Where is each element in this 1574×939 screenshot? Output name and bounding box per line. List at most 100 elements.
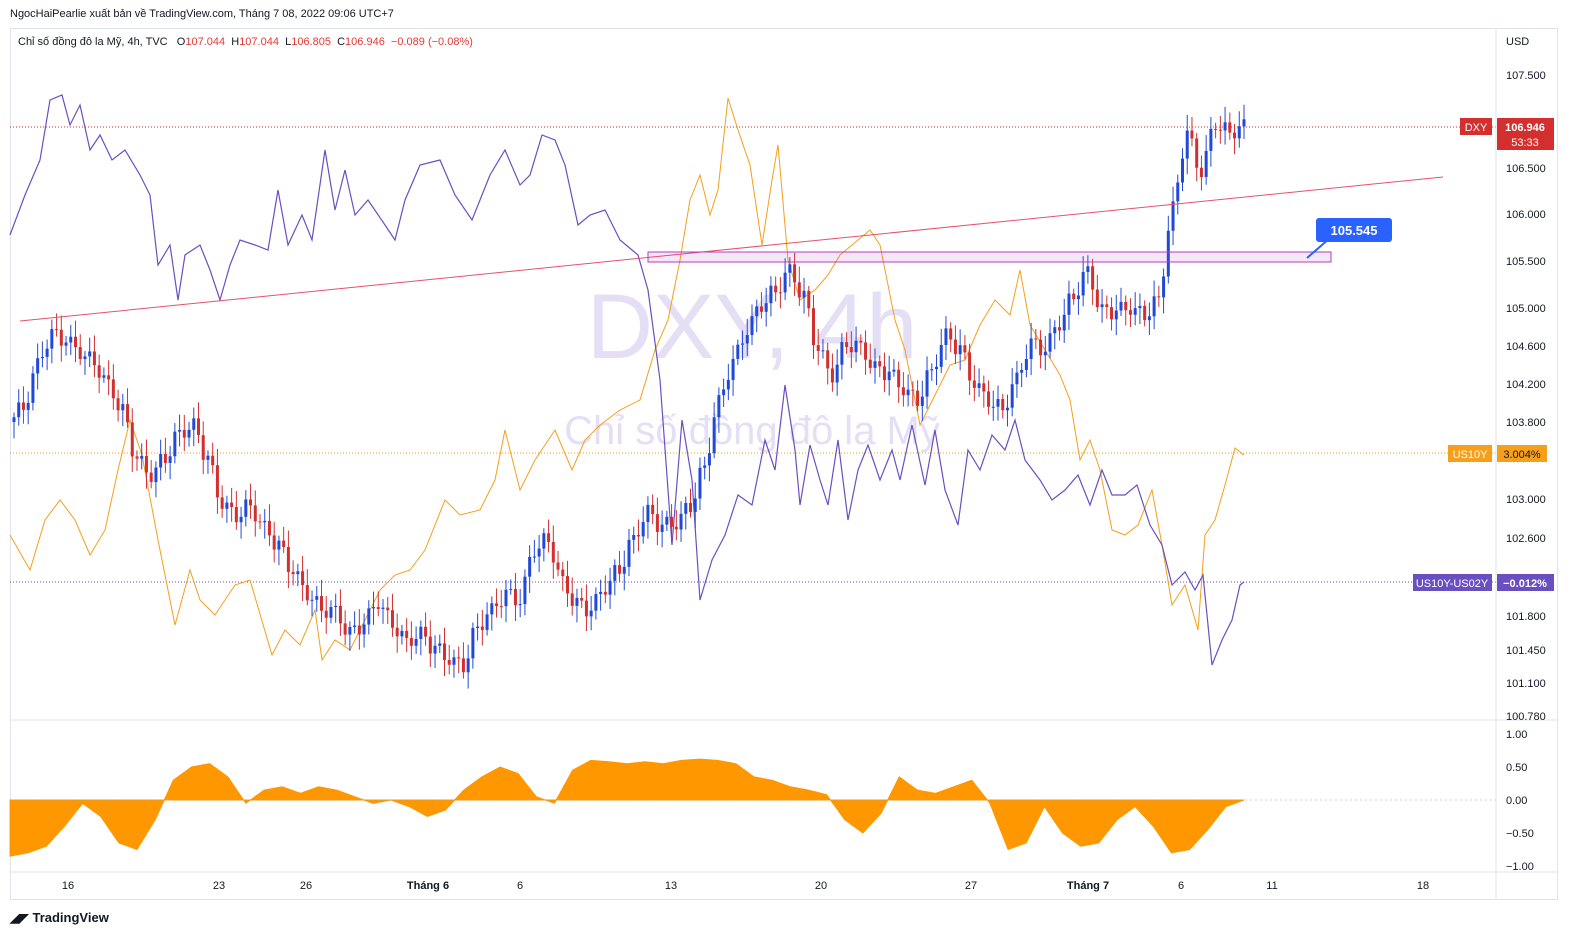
candle-body [518, 604, 522, 606]
candle-body [1242, 119, 1246, 127]
candle-body [802, 290, 806, 298]
candle-body [1043, 351, 1047, 356]
candle-body [31, 373, 35, 403]
candle-body [178, 429, 182, 432]
candle-body [64, 342, 68, 346]
candle-body [419, 626, 423, 639]
dxy-price-value: 106.946 [1505, 122, 1545, 134]
chart-frame[interactable] [10, 28, 1558, 900]
candle-body [1091, 266, 1095, 290]
candle-body [741, 343, 745, 345]
dxy-tag [1460, 118, 1492, 135]
candle-body [788, 264, 792, 273]
candle-body [40, 356, 44, 359]
footer-brand[interactable]: ◢◤ TradingView [10, 910, 109, 925]
candle-body [1081, 271, 1085, 296]
candle-body [575, 597, 579, 606]
candle-body [982, 383, 986, 392]
candle-body [26, 402, 30, 410]
candle-body [873, 361, 877, 368]
candle-body [745, 335, 749, 344]
candle-body [74, 336, 77, 348]
candle-body [916, 390, 920, 406]
candle-body [1233, 132, 1237, 139]
time-tick-label: 26 [300, 880, 312, 892]
candle-body [282, 540, 286, 547]
candle-body [1199, 167, 1203, 177]
candle-body [92, 351, 96, 366]
candle-body [868, 359, 872, 368]
candle-body [1237, 126, 1241, 139]
candle-body [636, 534, 640, 537]
candle-body [1010, 384, 1014, 408]
candle-body [920, 396, 924, 406]
candle-body [769, 285, 773, 304]
ohlc-legend: Chỉ số đồng đô la Mỹ, 4h, TVC O107.044 H… [18, 36, 473, 48]
time-tick-label: Tháng 6 [407, 880, 449, 892]
candle-body [712, 417, 716, 454]
candle-body [1181, 158, 1184, 183]
candle-body [689, 502, 692, 513]
candle-body [159, 453, 163, 468]
candle-body [532, 556, 536, 558]
candle-body [854, 340, 858, 353]
candle-body [1133, 308, 1137, 315]
candle-body [348, 626, 352, 635]
candle-body [547, 533, 551, 542]
candle-body [372, 607, 376, 609]
price-tick-label: 102.600 [1506, 533, 1546, 545]
candle-body [551, 541, 555, 563]
candle-body [296, 571, 300, 575]
candle-body [324, 610, 328, 618]
spread-tag-label: US10Y-US02Y [1416, 578, 1489, 590]
osc-tick-label: −0.50 [1506, 828, 1534, 840]
legend-low-label: L [285, 36, 292, 48]
osc-tick-label: 1.00 [1506, 729, 1527, 741]
candle-body [249, 499, 253, 506]
candle-body [135, 456, 139, 459]
candle-body [471, 627, 475, 659]
candle-body [144, 455, 148, 473]
candle-body [1086, 266, 1090, 272]
legend-close-label: C [337, 36, 346, 48]
candle-body [452, 657, 456, 665]
legend-close: 106.946 [345, 36, 385, 48]
candle-body [987, 391, 991, 407]
candle-body [59, 329, 63, 346]
candle-body [206, 455, 210, 460]
time-tick-label: 27 [965, 880, 977, 892]
candle-body [386, 607, 390, 611]
us10y-line [9, 97, 1245, 662]
time-tick-label: 16 [62, 880, 74, 892]
candle-body [461, 658, 465, 673]
candle-body [376, 607, 380, 609]
time-tick-label: 6 [517, 880, 523, 892]
candle-body [291, 571, 295, 575]
time-tick-label: Tháng 7 [1067, 880, 1109, 892]
candle-body [1067, 293, 1071, 315]
candle-body [197, 418, 200, 436]
candle-body [428, 636, 432, 654]
candle-body [968, 352, 972, 381]
candle-body [887, 371, 891, 381]
candle-body [187, 429, 191, 438]
candle-body [485, 614, 489, 630]
candle-body [50, 329, 54, 349]
price-tick-label: 103.000 [1506, 494, 1546, 506]
candle-body [641, 522, 645, 537]
legend-symbol[interactable]: Chỉ số đồng đô la Mỹ, 4h, TVC [18, 36, 168, 48]
time-tick-label: 18 [1417, 880, 1429, 892]
candle-body [717, 395, 721, 418]
candle-body [859, 340, 863, 343]
spread-tag [1413, 574, 1492, 591]
candle-body [750, 316, 754, 336]
candle-body [353, 625, 357, 627]
candle-body [272, 535, 276, 550]
candle-body [258, 521, 262, 523]
candle-body [821, 350, 825, 352]
price-tick-label: 107.500 [1506, 70, 1546, 82]
candle-body [1039, 339, 1043, 356]
candle-body [55, 329, 59, 331]
candle-body [826, 350, 830, 369]
